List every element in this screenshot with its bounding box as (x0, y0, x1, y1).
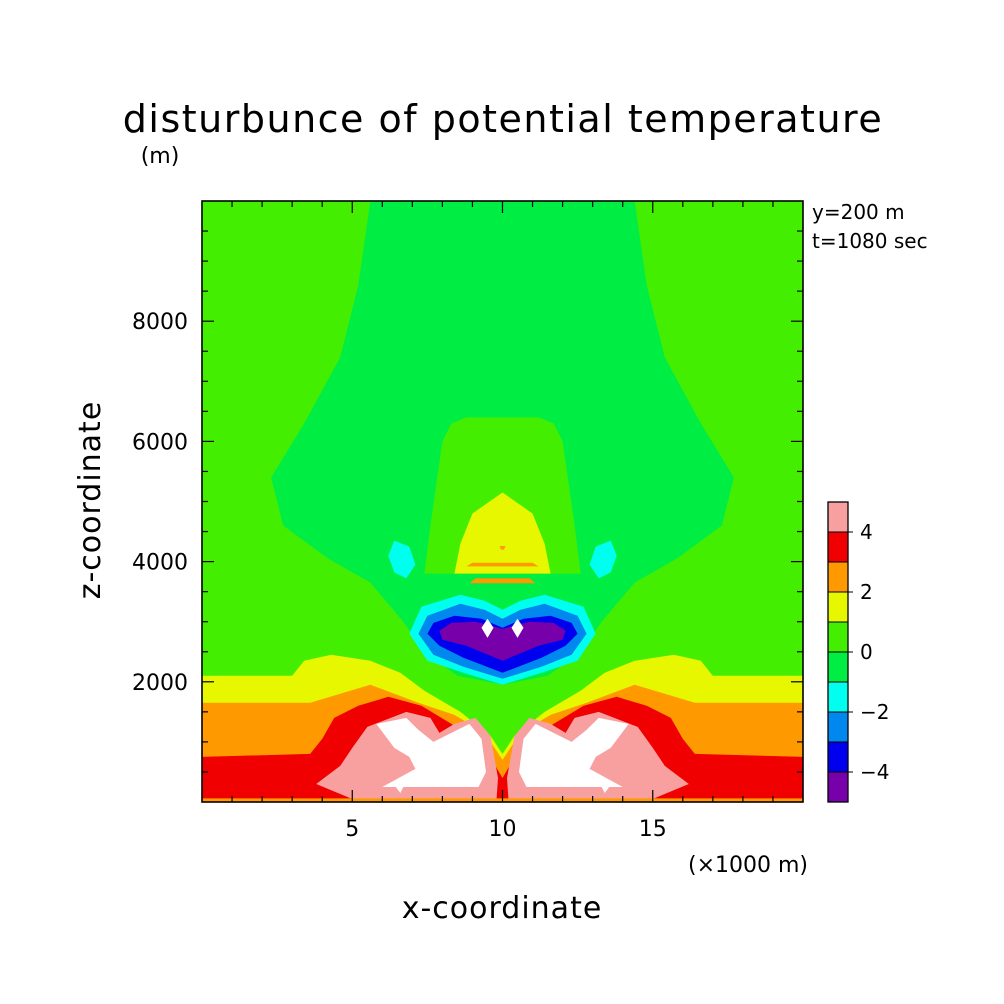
field-over-5-speck (395, 781, 404, 793)
colorbar-swatch (828, 682, 848, 712)
x-tick-labels: 5 10 15 (345, 817, 667, 842)
colorbar (827, 501, 849, 803)
contour-field (202, 201, 803, 802)
x-unit-label: (×1000 m) (688, 853, 808, 878)
y-axis-label: z-coordinate (73, 401, 108, 600)
field-level-minus2-to-minus1-blob-mirror (589, 540, 617, 579)
axis-ticks (202, 201, 803, 802)
field-over-5-speck-mirror (601, 781, 610, 793)
colorbar-swatch (828, 652, 848, 682)
x-tick-label: 10 (489, 817, 517, 842)
y-tick-label: 8000 (132, 310, 188, 335)
x-tick-label: 15 (639, 817, 667, 842)
x-tick-label: 5 (345, 817, 359, 842)
field-over-5-lobe (376, 717, 486, 787)
colorbar-swatch (828, 502, 848, 532)
colorbar-label: 0 (860, 640, 873, 664)
colorbar-label: −2 (860, 700, 889, 724)
colorbar-label: −4 (860, 760, 889, 784)
colorbar-swatch (828, 622, 848, 652)
y-tick-labels: 2000 4000 6000 8000 (132, 310, 188, 696)
field-level-2-to-3-band-lower (469, 578, 536, 584)
colorbar-swatch (828, 772, 848, 802)
plot-area (202, 201, 803, 802)
colorbar-label: 4 (860, 520, 873, 544)
colorbar-swatch (828, 562, 848, 592)
y-tick-label: 6000 (132, 430, 188, 455)
annotation-y-position: y=200 m (812, 200, 905, 224)
annotation-time: t=1080 sec (812, 229, 928, 253)
field-level-2-to-3-band-upper (466, 562, 539, 567)
field-level-1-to-2-cap (454, 492, 551, 574)
field-under-minus5-spot (481, 618, 494, 638)
x-axis-label: x-coordinate (402, 891, 603, 926)
field-level-2-to-3-speck (499, 546, 506, 550)
colorbar-swatch (828, 712, 848, 742)
field-over-5-lobe-mirror (519, 717, 629, 787)
field-level-minus2-to-minus1-blob (388, 540, 416, 579)
colorbar-swatch (828, 742, 848, 772)
y-unit-label: (m) (141, 144, 180, 169)
colorbar-swatch (828, 532, 848, 562)
y-tick-label: 2000 (132, 671, 188, 696)
field-level-minus5-to-minus4-core (439, 621, 566, 661)
colorbar-label: 2 (860, 580, 873, 604)
field-under-minus5-spot-mirror (511, 618, 524, 638)
chart-title: disturbunce of potential temperature (123, 97, 883, 141)
y-tick-label: 4000 (132, 551, 188, 576)
colorbar-labels: 4 2 0 −2 −4 (848, 520, 889, 784)
colorbar-swatch (828, 592, 848, 622)
